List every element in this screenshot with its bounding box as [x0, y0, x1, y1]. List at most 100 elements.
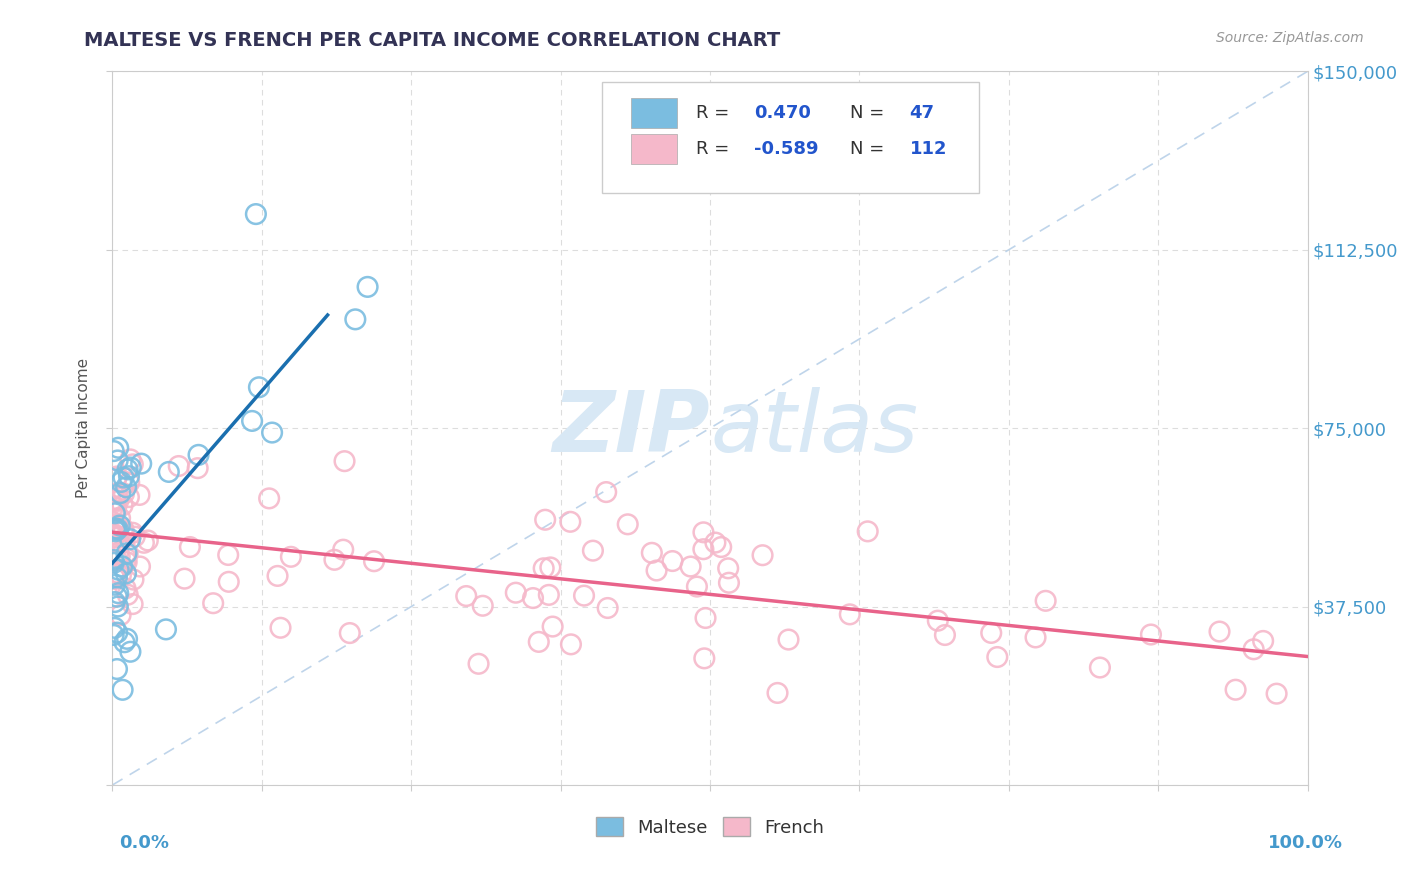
Point	[104, 523, 127, 537]
Point	[105, 472, 128, 486]
Text: -0.589: -0.589	[754, 140, 818, 158]
Point	[661, 554, 683, 568]
Point	[155, 623, 177, 637]
Point	[115, 632, 138, 646]
Point	[120, 452, 142, 467]
Point	[262, 425, 284, 440]
Text: ZIP: ZIP	[553, 386, 710, 470]
Point	[104, 524, 127, 539]
Point	[105, 469, 128, 483]
Point	[118, 475, 141, 490]
Point	[115, 546, 138, 560]
Point	[456, 589, 478, 603]
Point	[105, 566, 128, 580]
Point	[128, 488, 150, 502]
Point	[103, 516, 125, 530]
Point	[595, 485, 617, 500]
Point	[110, 475, 132, 489]
Point	[111, 499, 134, 513]
Point	[104, 504, 127, 518]
Point	[1088, 660, 1111, 674]
Point	[105, 662, 128, 676]
Point	[1140, 627, 1163, 641]
Point	[124, 530, 146, 544]
Point	[339, 626, 361, 640]
Point	[695, 611, 717, 625]
Point	[103, 569, 125, 583]
Point	[471, 599, 494, 613]
Point	[247, 380, 270, 394]
Point	[616, 517, 638, 532]
Point	[363, 554, 385, 568]
Point	[679, 559, 702, 574]
Point	[104, 621, 127, 635]
Point	[136, 533, 159, 548]
Point	[115, 566, 138, 581]
FancyBboxPatch shape	[631, 98, 676, 128]
Point	[104, 572, 127, 586]
Point	[527, 635, 550, 649]
Point	[693, 651, 716, 665]
Point	[332, 542, 354, 557]
Point	[541, 619, 564, 633]
Point	[115, 555, 138, 569]
Text: N =: N =	[849, 140, 884, 158]
Point	[167, 458, 190, 473]
Point	[112, 524, 135, 539]
Point	[105, 570, 128, 584]
Point	[104, 578, 127, 592]
Point	[572, 589, 595, 603]
Point	[120, 460, 142, 475]
Text: Source: ZipAtlas.com: Source: ZipAtlas.com	[1216, 31, 1364, 45]
Point	[202, 596, 225, 610]
Point	[838, 607, 860, 622]
Text: 112: 112	[910, 140, 948, 158]
Point	[257, 491, 280, 506]
Point	[1225, 682, 1247, 697]
Point	[103, 444, 125, 458]
Point	[108, 549, 131, 563]
Point	[686, 580, 709, 594]
Point	[692, 525, 714, 540]
Point	[980, 626, 1002, 640]
Point	[751, 548, 773, 562]
Point	[582, 543, 605, 558]
Point	[108, 537, 131, 551]
Point	[173, 572, 195, 586]
Point	[110, 568, 132, 582]
Point	[596, 601, 619, 615]
Point	[522, 591, 544, 605]
Point	[1243, 642, 1265, 657]
Point	[280, 549, 302, 564]
Point	[710, 540, 733, 554]
Text: R =: R =	[696, 104, 728, 122]
Point	[129, 457, 152, 471]
FancyBboxPatch shape	[631, 134, 676, 164]
Point	[537, 588, 560, 602]
Point	[103, 526, 125, 541]
Point	[856, 524, 879, 539]
Point	[104, 506, 127, 520]
Point	[112, 470, 135, 484]
Point	[692, 542, 714, 557]
Point	[534, 513, 557, 527]
Point	[266, 569, 288, 583]
Point	[104, 493, 127, 508]
Point	[103, 628, 125, 642]
Point	[103, 499, 125, 513]
Point	[778, 632, 800, 647]
Text: N =: N =	[849, 104, 884, 122]
Point	[118, 469, 141, 483]
Point	[1251, 634, 1274, 648]
Point	[107, 546, 129, 560]
Point	[107, 521, 129, 535]
FancyBboxPatch shape	[603, 82, 979, 193]
Point	[105, 486, 128, 500]
Point	[217, 548, 239, 562]
Text: 100.0%: 100.0%	[1268, 834, 1343, 852]
Text: atlas: atlas	[710, 386, 918, 470]
Legend: Maltese, French: Maltese, French	[589, 810, 831, 844]
Point	[105, 590, 128, 604]
Point	[1025, 631, 1047, 645]
Point	[107, 599, 129, 614]
